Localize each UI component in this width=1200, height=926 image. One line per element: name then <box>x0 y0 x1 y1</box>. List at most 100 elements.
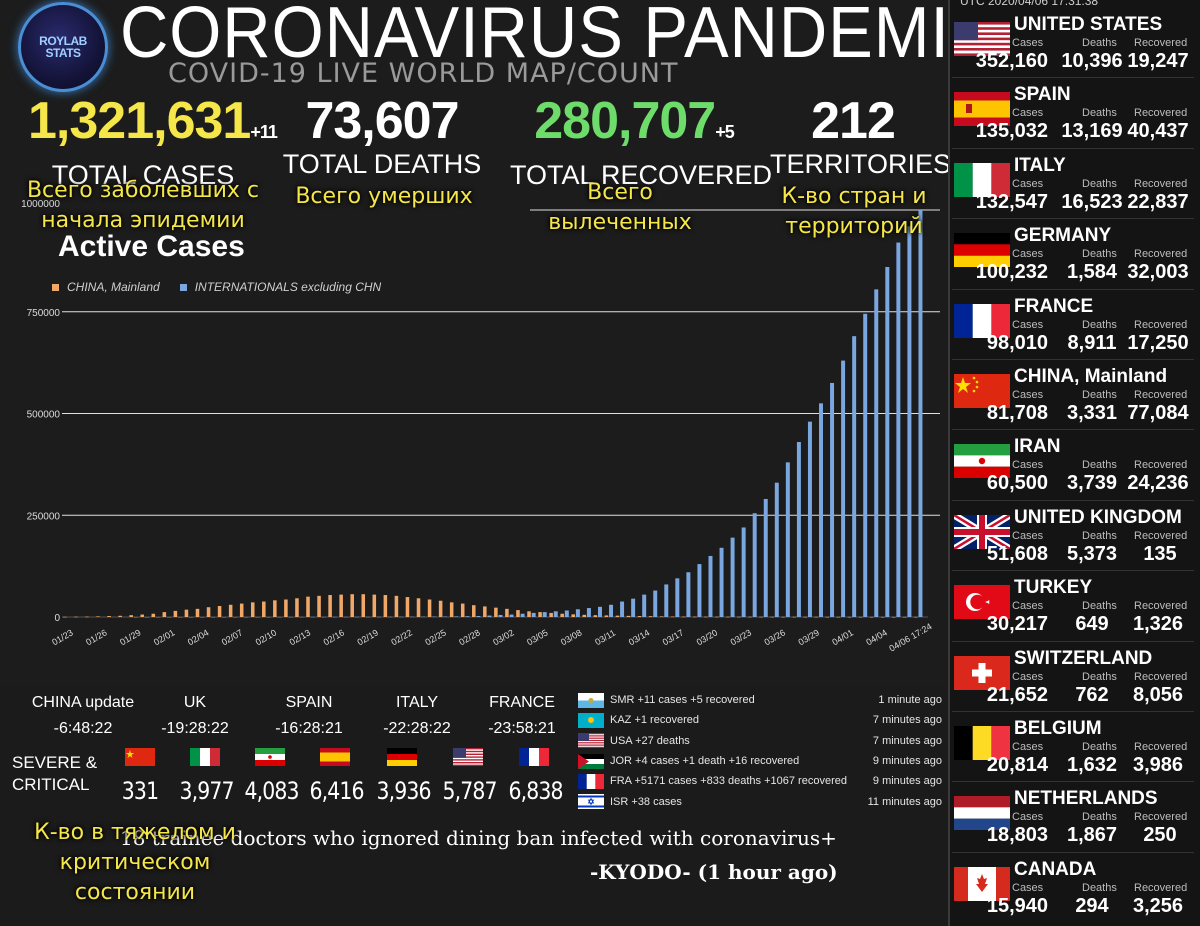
china-bar <box>693 616 697 618</box>
country-deaths: 10,396 <box>1061 50 1123 72</box>
recovered-header: Recovered <box>1134 741 1188 753</box>
country-deaths: 3,331 <box>1066 402 1118 424</box>
international-bar <box>774 482 779 617</box>
severe-item-germany: 3,936 <box>372 748 432 805</box>
update-france-label: FRANCE <box>489 694 555 711</box>
country-recovered: 1,326 <box>1132 613 1184 636</box>
france-flag-icon <box>519 748 549 766</box>
china-bar <box>107 615 111 617</box>
recovered-header: Recovered <box>1134 107 1188 120</box>
usa-flag-icon <box>453 748 483 766</box>
x-tick-label: 02/16 <box>322 627 347 647</box>
iran-flag-icon <box>954 444 1010 479</box>
china-bar <box>560 613 564 617</box>
country-row: CHINA, Mainland Cases Deaths Recovered 81,70… <box>952 360 1198 430</box>
international-bar <box>730 537 735 617</box>
total-cases-delta: +11 <box>250 122 278 142</box>
logo-text: ROYLAB STATS <box>39 34 87 60</box>
news-text: KAZ +1 recovered <box>610 714 699 727</box>
country-name: IRAN <box>1014 436 1061 458</box>
country-recovered: 22,837 <box>1127 190 1189 213</box>
china-bar <box>284 599 288 617</box>
country-cases: 98,010 <box>986 331 1048 354</box>
x-tick-label: 01/29 <box>118 627 143 647</box>
x-tick-label: 02/04 <box>186 627 211 647</box>
international-bar <box>819 403 823 617</box>
international-bar <box>918 210 923 617</box>
cases-header: Cases <box>1012 529 1044 542</box>
international-bar <box>874 289 879 617</box>
territories-value: 212 <box>811 92 896 150</box>
deaths-header: Deaths <box>1082 389 1117 401</box>
country-separator <box>952 570 1194 572</box>
severe-label-line2: CRITICAL <box>12 775 90 794</box>
country-recovered: 135 <box>1143 542 1177 565</box>
germany-flag-icon <box>387 748 417 766</box>
san-marino-flag-icon <box>578 692 604 708</box>
international-bar <box>907 226 912 617</box>
country-row: IRAN Cases Deaths Recovered 60,500 3,739 24,23… <box>952 430 1198 500</box>
cases-header: Cases <box>1012 248 1044 261</box>
severe-label-line1: SEVERE & <box>12 753 98 772</box>
y-tick-label: 750000 <box>27 308 61 319</box>
china-bar <box>759 616 763 618</box>
uk-flag-icon <box>952 511 1012 552</box>
country-cases: 18,803 <box>986 824 1048 847</box>
china-bar <box>836 616 841 618</box>
legend-china-swatch <box>52 283 59 291</box>
x-tick-label: 02/01 <box>152 627 177 647</box>
news-item: USA +27 deaths 7 minutes ago <box>578 731 942 751</box>
total-deaths-stat: 73,607 TOTAL DEATHS <box>282 93 482 179</box>
bottom-panel <box>0 686 948 926</box>
france-flag-icon <box>954 303 1010 338</box>
deaths-header: Deaths <box>1082 811 1117 824</box>
update-uk-time: -19:28:22 <box>161 720 229 737</box>
total-recovered-label: TOTAL RECOVERED <box>510 160 773 190</box>
news-text: USA +27 deaths <box>610 734 690 747</box>
china-bar <box>206 607 211 617</box>
country-deaths: 1,584 <box>1066 261 1118 284</box>
update-china: CHINA update -6:48:22 <box>22 694 144 738</box>
country-deaths: 762 <box>1075 683 1109 706</box>
china-bar <box>494 607 498 617</box>
cases-header: Cases <box>1012 881 1044 894</box>
international-bar <box>487 615 492 617</box>
update-italy-label: ITALY <box>395 694 439 711</box>
country-deaths: 1,867 <box>1066 824 1118 847</box>
china-bar <box>516 610 520 617</box>
deaths-header: Deaths <box>1082 107 1117 120</box>
utc-timestamp: UTC 2020/04/06 17:31:38 <box>960 0 1099 8</box>
turkey-flag-icon <box>954 585 1010 620</box>
chart-title: Active Cases <box>58 230 245 263</box>
china-bar <box>217 606 222 617</box>
news-text: JOR +4 cases +1 death +16 recovered <box>610 755 800 768</box>
severe-value: 5,787 <box>442 777 498 805</box>
severe-critical-label: SEVERE & CRITICAL <box>12 752 97 796</box>
x-tick-label: 02/10 <box>254 627 279 647</box>
deaths-header: Deaths <box>1082 459 1117 472</box>
international-bar <box>708 555 713 617</box>
international-bar <box>620 601 625 617</box>
x-tick-label: 03/05 <box>525 627 550 647</box>
country-recovered: 40,437 <box>1127 120 1189 143</box>
italy-flag-icon <box>190 748 220 766</box>
recovered-header: Recovered <box>1134 318 1188 331</box>
country-cases: 81,708 <box>986 402 1048 424</box>
china-bar <box>162 612 167 617</box>
country-deaths: 649 <box>1075 613 1109 636</box>
china-bar <box>63 616 67 618</box>
country-name: TURKEY <box>1014 577 1093 599</box>
severe-item-china: 331 <box>110 748 170 805</box>
china-bar <box>317 595 321 617</box>
recovered-header: Recovered <box>1134 248 1188 261</box>
china-bar <box>626 615 631 617</box>
international-bar <box>830 382 835 617</box>
ru-annotation-territories: К-во стран и территорий <box>781 184 927 239</box>
cases-header: Cases <box>1012 107 1044 120</box>
country-separator <box>952 851 1194 853</box>
international-bar <box>785 462 790 617</box>
china-bar <box>449 602 454 617</box>
international-bar <box>542 612 547 617</box>
deaths-header: Deaths <box>1082 529 1117 542</box>
cases-header: Cases <box>1012 318 1044 331</box>
